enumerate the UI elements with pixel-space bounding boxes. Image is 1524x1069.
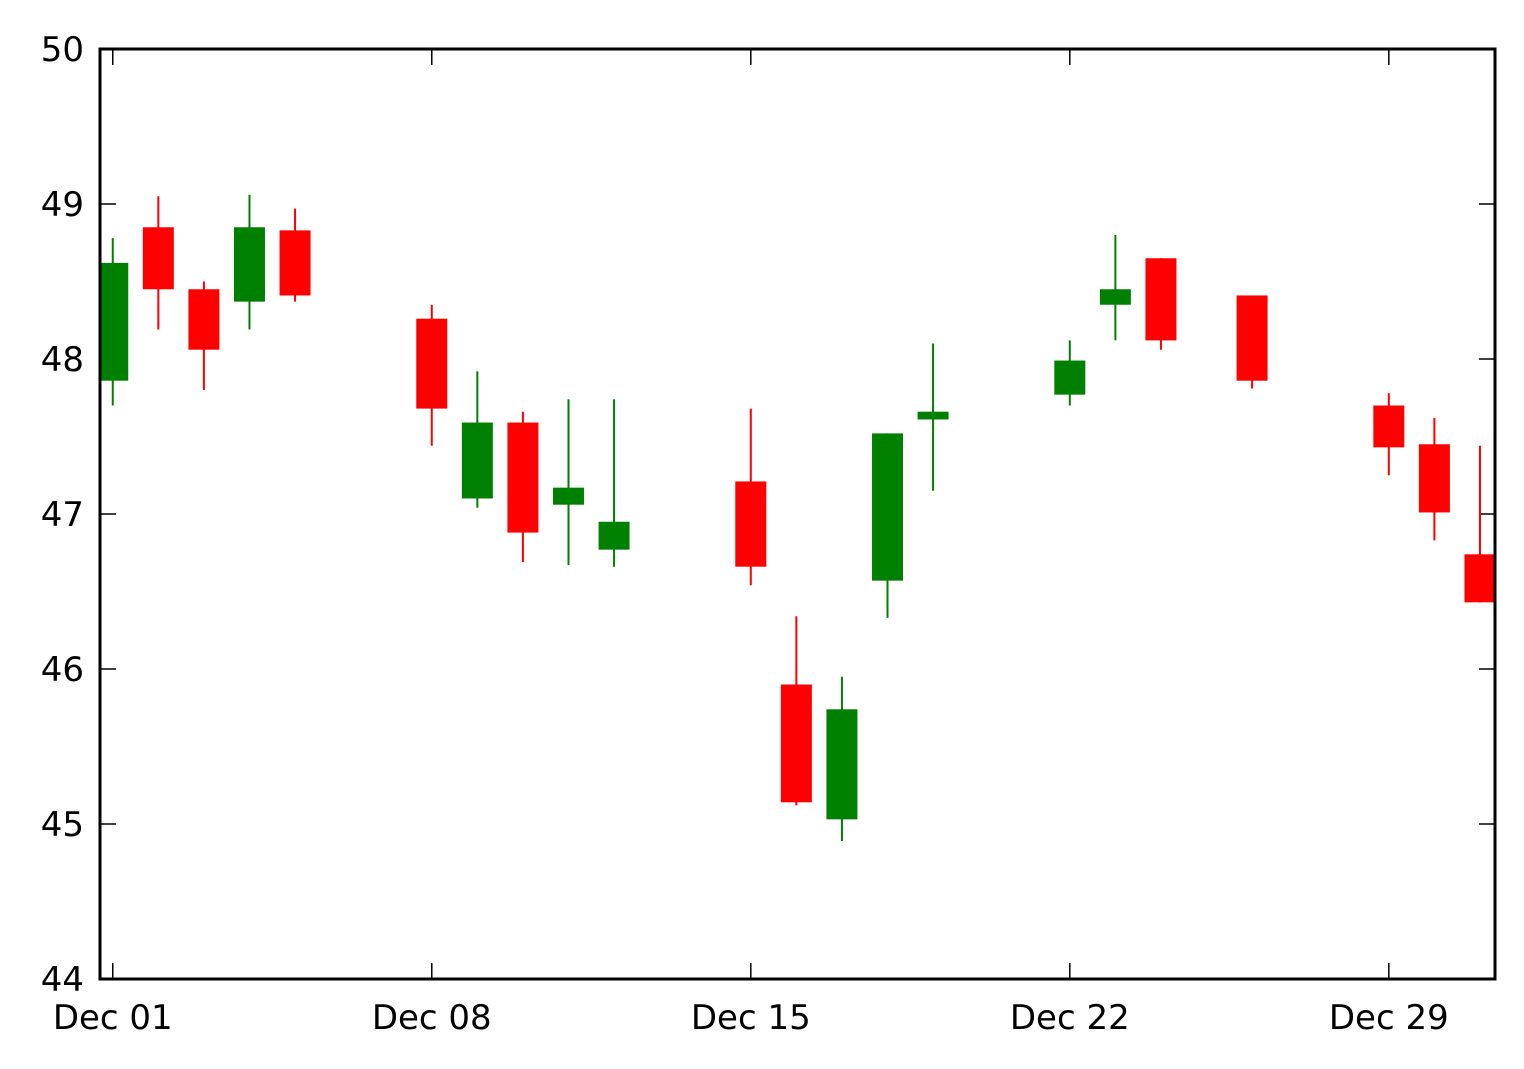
candle-body [826,709,858,820]
candle-body [461,422,493,499]
candle-body [142,227,174,290]
x-tick-label: Dec 22 [1010,998,1130,1038]
candle-body [1145,258,1177,341]
y-tick-label: 49 [41,185,84,225]
y-tick-label: 45 [41,805,84,845]
candle-body [1099,289,1131,305]
candle-body [780,684,812,803]
candle-body [188,289,220,350]
y-tick-label: 47 [41,495,84,535]
candle-body [507,422,539,533]
candle-body [100,262,129,381]
candle-body [872,433,904,581]
x-tick-label: Dec 08 [372,998,492,1038]
candle-body [1464,554,1495,603]
y-tick-label: 46 [41,650,84,690]
candle-body [1054,360,1086,395]
x-tick-label: Dec 15 [691,998,811,1038]
x-tick-label: Dec 29 [1329,998,1449,1038]
y-tick-label: 50 [41,30,84,70]
candle-body [1418,444,1450,513]
y-tick-label: 44 [41,960,84,1000]
candle-body [233,227,265,302]
candle-body [1236,295,1268,381]
candle-body [735,481,767,567]
x-tick-label: Dec 01 [53,998,173,1038]
candle-body [1373,405,1405,448]
candle-body [552,487,584,505]
candle-body [598,521,630,550]
plot-frame [98,47,1497,981]
candle-body [279,230,311,296]
y-tick-label: 48 [41,340,84,380]
candle-body [416,318,448,409]
candle-body [917,411,949,420]
